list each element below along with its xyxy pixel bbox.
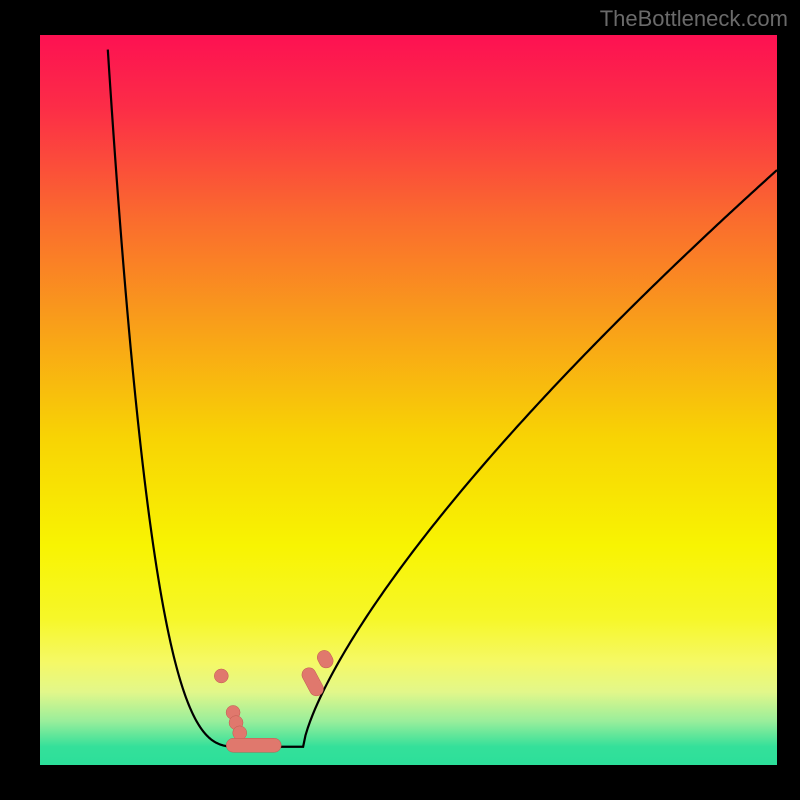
- plot-area: [40, 35, 777, 765]
- marker-dot: [214, 669, 228, 683]
- credit-label: TheBottleneck.com: [600, 6, 788, 32]
- plot-svg: [40, 35, 777, 765]
- marker-dot: [233, 726, 247, 740]
- chart-container: TheBottleneck.com: [0, 0, 800, 800]
- marker-pill: [226, 738, 281, 752]
- gradient-background: [40, 35, 777, 765]
